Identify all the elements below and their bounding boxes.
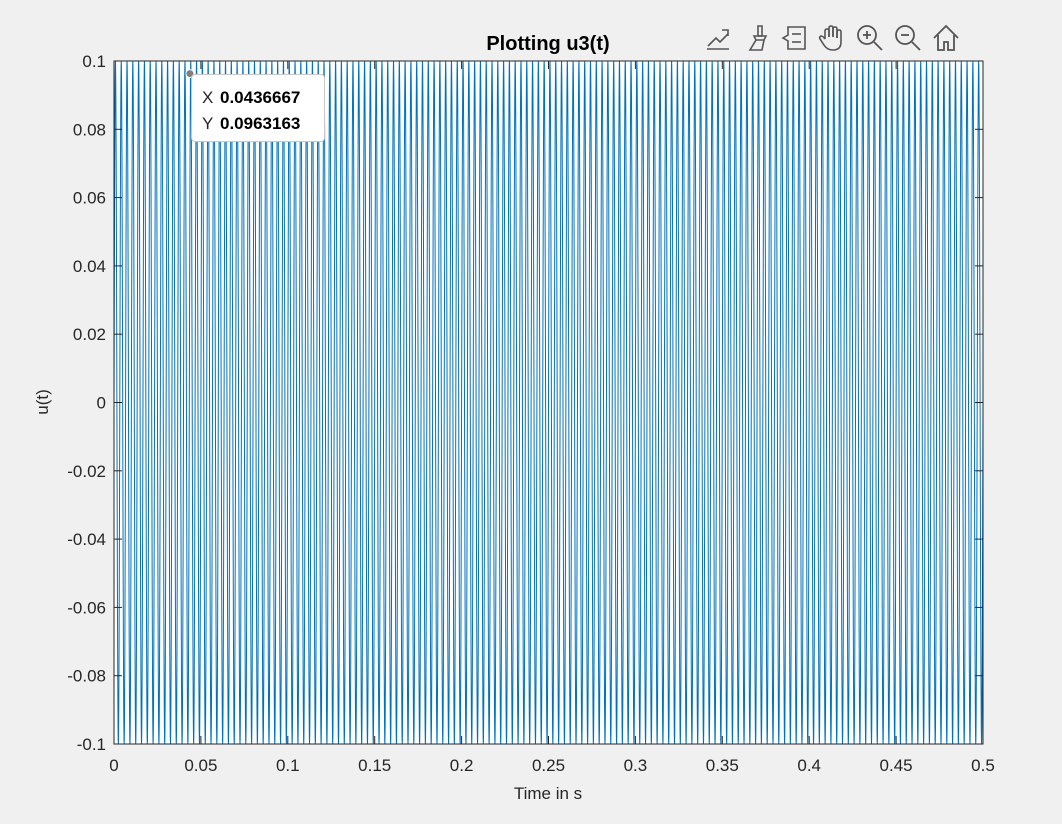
y-axis-ticks: -0.1 -0.08 -0.06 -0.04 -0.02 0 0.02 0.04 0.06 0.0… bbox=[67, 52, 983, 754]
x-tick-label: 0.1 bbox=[276, 756, 300, 775]
brush-icon bbox=[748, 25, 768, 51]
axes-toolbar bbox=[700, 18, 964, 58]
datatips-icon bbox=[781, 26, 806, 50]
x-axis-ticks: 0 0.05 0.1 0.15 0.2 0.25 0.3 0.35 0.4 0.45 0.5 bbox=[109, 61, 995, 775]
y-tick-label: 0 bbox=[97, 394, 106, 413]
x-tick-label: 0.45 bbox=[880, 756, 913, 775]
x-tick-label: 0.4 bbox=[797, 756, 821, 775]
datatip-x-row: X 0.0436667 bbox=[202, 85, 324, 111]
y-tick-label: 0.1 bbox=[82, 52, 106, 71]
home-icon bbox=[933, 24, 959, 51]
x-tick-label: 0.35 bbox=[706, 756, 739, 775]
datatip-y-label: Y bbox=[202, 114, 214, 133]
x-tick-label: 0.15 bbox=[358, 756, 391, 775]
zoom-in-icon bbox=[857, 25, 883, 51]
export-icon bbox=[707, 29, 729, 50]
x-tick-label: 0.3 bbox=[624, 756, 648, 775]
datatips-button[interactable] bbox=[776, 20, 812, 56]
y-tick-label: -0.02 bbox=[67, 462, 106, 481]
home-button[interactable] bbox=[928, 20, 964, 56]
y-tick-label: 0.06 bbox=[73, 189, 106, 208]
chart-title: Plotting u3(t) bbox=[486, 33, 609, 55]
brush-button[interactable] bbox=[738, 20, 774, 56]
y-tick-label: 0.02 bbox=[73, 325, 106, 344]
datatip-y-row: Y 0.0963163 bbox=[202, 111, 324, 137]
x-tick-label: 0.05 bbox=[184, 756, 217, 775]
datatip-x-value: 0.0436667 bbox=[220, 88, 301, 107]
zoom-in-button[interactable] bbox=[852, 20, 888, 56]
y-tick-label: -0.04 bbox=[67, 530, 106, 549]
x-tick-label: 0.2 bbox=[450, 756, 474, 775]
y-tick-label: 0.04 bbox=[73, 257, 106, 276]
x-tick-label: 0 bbox=[109, 756, 118, 775]
signal-series-line bbox=[113, 60, 984, 745]
y-tick-label: -0.08 bbox=[67, 667, 106, 686]
x-tick-label: 0.5 bbox=[971, 756, 995, 775]
zoom-out-button[interactable] bbox=[890, 20, 926, 56]
x-axis-label: Time in s bbox=[514, 784, 582, 803]
datatip[interactable]: X 0.0436667 Y 0.0963163 bbox=[191, 74, 325, 142]
pan-button[interactable] bbox=[814, 20, 850, 56]
datatip-x-label: X bbox=[202, 88, 214, 107]
y-tick-label: -0.1 bbox=[77, 735, 106, 754]
export-button[interactable] bbox=[700, 20, 736, 56]
x-tick-label: 0.25 bbox=[532, 756, 565, 775]
y-tick-label: -0.06 bbox=[67, 598, 106, 617]
y-tick-label: 0.08 bbox=[73, 120, 106, 139]
y-axis-label: u(t) bbox=[33, 389, 52, 415]
pan-hand-icon bbox=[818, 25, 842, 51]
datatip-y-value: 0.0963163 bbox=[220, 114, 301, 133]
zoom-out-icon bbox=[895, 25, 921, 51]
